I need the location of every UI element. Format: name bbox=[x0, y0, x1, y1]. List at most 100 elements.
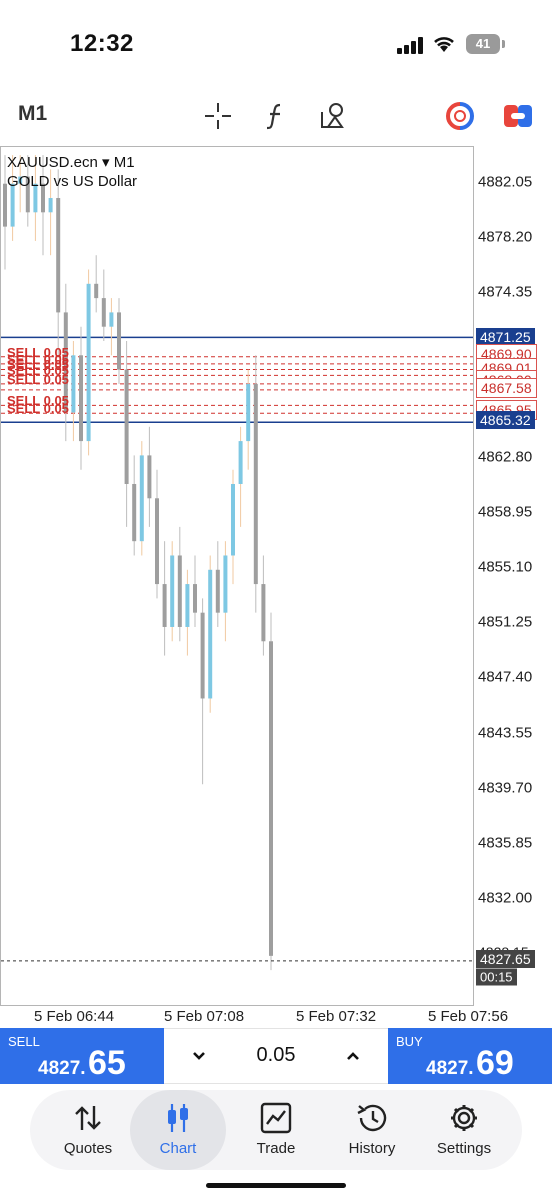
candle-body bbox=[117, 312, 121, 370]
price-label: 4839.70 bbox=[478, 779, 533, 797]
candle-body bbox=[10, 183, 15, 227]
one-click-trade-panel: SELL 4827. 65 0.05 BUY 4827. 69 bbox=[0, 1028, 552, 1084]
buy-price-small: 4827. bbox=[426, 1058, 474, 1079]
nav-history[interactable]: History bbox=[324, 1090, 420, 1170]
sell-order-label: SELL 0.05 bbox=[7, 401, 69, 417]
crosshair-icon[interactable] bbox=[202, 100, 234, 132]
price-label: 4851.25 bbox=[478, 613, 533, 631]
price-label: 4835.85 bbox=[478, 834, 533, 852]
candle-body bbox=[231, 483, 235, 556]
nav-quotes[interactable]: Quotes bbox=[40, 1090, 136, 1170]
nav-trade[interactable]: Trade bbox=[228, 1090, 324, 1170]
quotes-icon bbox=[75, 1106, 101, 1130]
sell-order-label: SELL 0.05 bbox=[7, 363, 69, 379]
nav-label: History bbox=[348, 1140, 396, 1157]
nav-settings[interactable]: Settings bbox=[416, 1090, 512, 1170]
sell-label: SELL bbox=[8, 1034, 40, 1049]
home-indicator bbox=[206, 1183, 346, 1188]
time-label: 5 Feb 07:56 bbox=[427, 1008, 509, 1025]
price-label: 4874.35 bbox=[478, 283, 533, 301]
symbol-label[interactable]: XAUUSD.ecn ▾ M1 bbox=[7, 154, 135, 171]
status-bar: 12:32 41 bbox=[0, 0, 552, 90]
candle-body bbox=[33, 183, 38, 213]
candle-body bbox=[3, 183, 7, 227]
candle-body bbox=[101, 298, 106, 327]
history-icon bbox=[357, 1104, 387, 1132]
increase-volume-button[interactable] bbox=[338, 1041, 368, 1071]
sell-order-label: SELL 0.05 bbox=[7, 344, 69, 360]
candle-body bbox=[124, 369, 129, 484]
settings-icon bbox=[451, 1105, 477, 1131]
buy-button[interactable]: BUY 4827. 69 bbox=[388, 1028, 552, 1084]
lower-level-tag: 4865.32 bbox=[476, 411, 535, 429]
nav-chart[interactable]: Chart bbox=[130, 1090, 226, 1170]
candle-body bbox=[48, 198, 53, 213]
volume-control: 0.05 bbox=[164, 1028, 388, 1084]
battery-nub bbox=[502, 40, 505, 48]
battery-icon: 41 bbox=[466, 34, 500, 54]
volume-value[interactable]: 0.05 bbox=[256, 1044, 296, 1066]
chart-icon bbox=[168, 1104, 188, 1132]
nav-label: Quotes bbox=[63, 1140, 113, 1157]
candle-body bbox=[185, 584, 190, 627]
price-chart[interactable]: XAUUSD.ecn ▾ M1 GOLD vs US Dollar SELL 0… bbox=[0, 146, 474, 1006]
time-label: 5 Feb 07:08 bbox=[163, 1008, 245, 1025]
buy-price-big: 69 bbox=[476, 1044, 514, 1082]
price-label: 4882.05 bbox=[478, 173, 533, 191]
current-price-tag: 4827.65 bbox=[476, 950, 535, 968]
candle-body bbox=[139, 455, 144, 542]
sell-order-label: SELL 0.05 bbox=[7, 393, 69, 409]
price-axis[interactable]: 4882.05 4878.20 4874.35 4862.80 4858.95 4855.… bbox=[474, 146, 552, 1006]
decrease-volume-button[interactable] bbox=[184, 1041, 214, 1071]
sell-button[interactable]: SELL 4827. 65 bbox=[0, 1028, 164, 1084]
candlestick-canvas[interactable] bbox=[1, 147, 474, 1006]
bar-countdown: 00:15 bbox=[476, 968, 517, 986]
sell-order-label: SELL 0.05 bbox=[7, 351, 69, 367]
sell-order-label: SELL 0.05 bbox=[7, 357, 69, 373]
nav-label: Settings bbox=[436, 1140, 492, 1157]
toggle-icon[interactable] bbox=[502, 100, 534, 132]
candle-body bbox=[79, 355, 83, 442]
price-label: 4847.40 bbox=[478, 668, 533, 686]
candle-body bbox=[41, 183, 45, 213]
candle-body bbox=[261, 584, 266, 642]
sell-price-big: 65 bbox=[88, 1044, 126, 1082]
candle-body bbox=[132, 483, 137, 542]
candle-body bbox=[246, 383, 251, 442]
wifi-icon bbox=[432, 34, 456, 54]
sell-price-small: 4827. bbox=[38, 1058, 86, 1079]
nav-label: Chart bbox=[159, 1140, 197, 1157]
time-label: 5 Feb 07:32 bbox=[295, 1008, 377, 1025]
buy-label: BUY bbox=[396, 1034, 423, 1049]
chevron-down-icon bbox=[193, 1052, 205, 1060]
order-tag: 4867.58 bbox=[476, 378, 537, 398]
signal-icon bbox=[397, 36, 427, 54]
symbol-description: GOLD vs US Dollar bbox=[7, 173, 138, 190]
candle-body bbox=[56, 198, 61, 313]
candle-body bbox=[177, 555, 182, 627]
indicators-icon[interactable] bbox=[260, 100, 292, 132]
objects-icon[interactable] bbox=[318, 100, 350, 132]
candle-body bbox=[238, 441, 243, 484]
candle-body bbox=[94, 283, 99, 299]
price-label: 4862.80 bbox=[478, 448, 533, 466]
price-label: 4855.10 bbox=[478, 558, 533, 576]
candle-body bbox=[155, 498, 159, 585]
time-label: 5 Feb 06:44 bbox=[33, 1008, 115, 1025]
candle-body bbox=[269, 641, 273, 956]
timeframe-button[interactable]: M1 bbox=[18, 102, 48, 125]
chevron-up-icon bbox=[347, 1052, 359, 1060]
time-axis: 5 Feb 06:44 5 Feb 07:08 5 Feb 07:32 5 Fe… bbox=[0, 1006, 552, 1028]
one-click-trading-icon[interactable] bbox=[444, 100, 476, 132]
candle-body bbox=[63, 312, 68, 413]
sell-order-label: SELL 0.05 bbox=[7, 371, 69, 387]
candle-body bbox=[25, 176, 30, 213]
candle-body bbox=[109, 312, 114, 327]
candle-body bbox=[71, 355, 76, 413]
candle-body bbox=[162, 584, 167, 627]
nav-label: Trade bbox=[256, 1140, 296, 1157]
candle-body bbox=[200, 612, 205, 699]
candle-body bbox=[18, 176, 23, 184]
candle-body bbox=[86, 283, 91, 442]
candle-body bbox=[253, 383, 258, 585]
